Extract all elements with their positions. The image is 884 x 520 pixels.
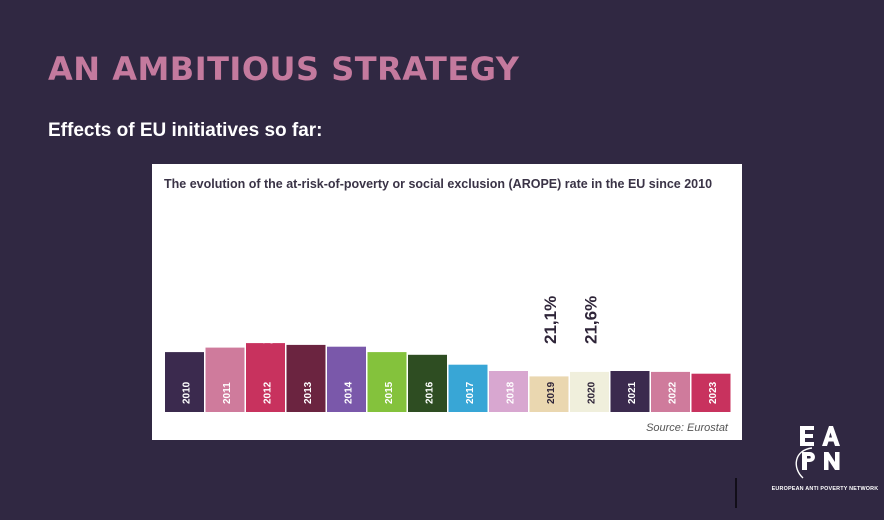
bar-2017 bbox=[448, 364, 488, 412]
bar-2018 bbox=[489, 371, 528, 412]
year-label-2023: 2023 bbox=[708, 381, 719, 404]
year-label-2012: 2012 bbox=[263, 381, 274, 404]
year-label-2011: 2011 bbox=[222, 382, 233, 404]
eapn-logo: EUROPEAN ANTI POVERTY NETWORK bbox=[770, 420, 880, 500]
bar-2016 bbox=[408, 354, 447, 412]
chart-title: The evolution of the at-risk-of-poverty … bbox=[164, 177, 713, 191]
year-label-2017: 2017 bbox=[465, 381, 476, 404]
value-label-2011: 24,3% bbox=[217, 296, 236, 344]
year-label-2018: 2018 bbox=[506, 381, 517, 404]
text-cursor bbox=[735, 478, 737, 508]
value-label-2019: 21,1% bbox=[541, 296, 560, 344]
logo-caption: EUROPEAN ANTI POVERTY NETWORK bbox=[771, 486, 879, 492]
value-label-2022: 21,6% bbox=[663, 296, 682, 344]
bar-2010 bbox=[165, 352, 204, 412]
bar-2013 bbox=[286, 344, 326, 412]
bar-2015 bbox=[367, 352, 407, 412]
year-label-2015: 2015 bbox=[384, 381, 395, 404]
arope-bar-chart: 2010 23,8% 2011 24,3% 2012 24,8% 2013 24,6% 2014… bbox=[165, 296, 731, 412]
slide-subtitle: Effects of EU initiatives so far: bbox=[48, 120, 323, 141]
bar-2014 bbox=[327, 346, 366, 412]
bar-2019 bbox=[529, 376, 569, 412]
bar-2012 bbox=[246, 343, 285, 412]
year-label-2013: 2013 bbox=[303, 381, 314, 404]
bar-2020 bbox=[570, 371, 609, 412]
bar-2011 bbox=[205, 347, 245, 412]
value-label-2016: 23,5% bbox=[420, 296, 439, 344]
bar-2022 bbox=[651, 371, 690, 412]
year-label-2016: 2016 bbox=[425, 381, 436, 404]
slide-title: AN AMBITIOUS STRATEGY bbox=[48, 50, 520, 88]
bar-2021 bbox=[610, 371, 650, 412]
year-label-2021: 2021 bbox=[627, 381, 638, 404]
chart-card: 2010 23,8% 2011 24,3% 2012 24,8% 2013 24,6% 2014… bbox=[152, 164, 742, 440]
bar-2023 bbox=[691, 373, 731, 412]
value-label-2013: 24,6% bbox=[298, 296, 317, 344]
value-label-2023: 21,4% bbox=[703, 296, 722, 344]
year-label-2010: 2010 bbox=[182, 381, 193, 404]
value-label-2012: 24,8% bbox=[258, 296, 277, 344]
value-label-2010: 23,8% bbox=[177, 296, 196, 344]
year-label-2020: 2020 bbox=[587, 381, 598, 404]
value-label-2017: 22,4% bbox=[460, 296, 479, 344]
value-label-2018: 21,7% bbox=[501, 296, 520, 344]
value-label-2021: 21,7% bbox=[622, 296, 641, 344]
value-label-2020: 21,6% bbox=[582, 296, 601, 344]
year-label-2022: 2022 bbox=[668, 381, 679, 404]
chart-source: Source: Eurostat bbox=[646, 422, 728, 434]
year-label-2014: 2014 bbox=[344, 381, 355, 404]
value-label-2015: 23,8% bbox=[379, 296, 398, 344]
year-label-2019: 2019 bbox=[546, 381, 557, 404]
eapn-logo-mark bbox=[795, 426, 840, 479]
value-label-2014: 24,4% bbox=[339, 296, 358, 344]
